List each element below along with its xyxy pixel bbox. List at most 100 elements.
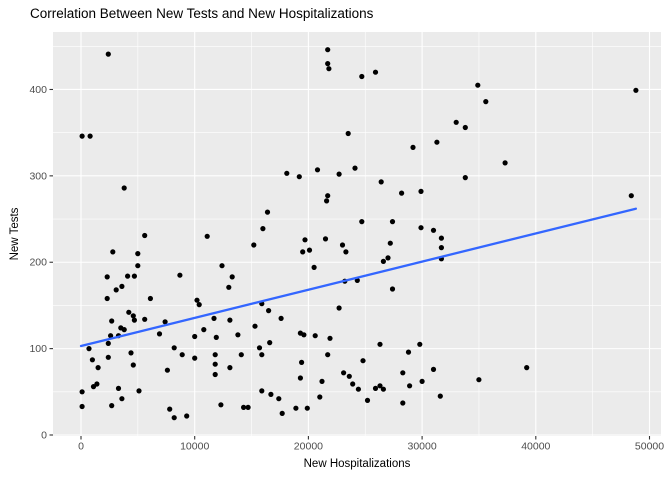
data-point [135, 263, 141, 269]
data-point [524, 365, 530, 371]
data-point [135, 251, 141, 257]
data-point [372, 385, 379, 391]
data-point [297, 375, 303, 381]
data-point [115, 385, 122, 391]
y-tick-label: 400 [29, 84, 47, 96]
data-point [212, 352, 218, 358]
data-point [162, 319, 168, 325]
data-point [95, 365, 101, 371]
data-point [196, 302, 202, 308]
data-point [419, 378, 425, 384]
data-point [119, 283, 125, 289]
data-point [300, 249, 306, 255]
data-point [89, 357, 95, 363]
data-point [130, 313, 136, 319]
data-point [322, 236, 329, 242]
data-point [142, 232, 148, 239]
data-point [245, 404, 251, 410]
data-point [201, 327, 207, 333]
data-point [399, 190, 405, 196]
data-point [267, 340, 273, 346]
data-point [336, 171, 342, 177]
data-point [179, 352, 185, 358]
data-point [628, 193, 634, 199]
data-point [325, 61, 331, 67]
data-point [211, 315, 217, 321]
data-point [377, 383, 383, 389]
data-point [355, 386, 361, 392]
data-point [389, 219, 396, 225]
data-point [343, 249, 349, 255]
data-point [167, 406, 173, 412]
data-point [359, 73, 365, 80]
data-point [204, 233, 210, 239]
data-point [418, 225, 424, 231]
data-point [218, 402, 224, 408]
plot-title: Correlation Between New Tests and New Ho… [30, 6, 374, 21]
data-point [105, 340, 111, 346]
data-point [296, 174, 302, 180]
data-point [327, 335, 333, 341]
data-point [136, 388, 142, 394]
x-axis-title: New Hospitalizations [303, 458, 411, 470]
data-point [130, 362, 136, 368]
data-point [229, 274, 235, 280]
data-point [276, 396, 282, 402]
data-point [104, 295, 110, 302]
data-point [119, 396, 125, 402]
data-point [410, 144, 416, 150]
y-axis-title: New Tests [9, 207, 21, 261]
data-point [105, 354, 111, 360]
data-point [293, 405, 299, 411]
data-point [260, 226, 266, 232]
data-point [79, 403, 85, 410]
data-point [352, 165, 358, 171]
data-point [319, 378, 325, 384]
data-point [476, 377, 482, 383]
data-point [385, 255, 391, 261]
data-point [346, 373, 352, 379]
data-point [417, 341, 423, 347]
data-point [483, 99, 489, 105]
y-tick-label: 0 [41, 430, 47, 442]
data-point [184, 413, 190, 419]
x-tick-label: 10000 [180, 441, 209, 453]
data-point [311, 264, 317, 270]
data-point [438, 245, 444, 251]
data-point [418, 188, 424, 194]
x-tick-label: 0 [78, 441, 84, 453]
data-point [238, 352, 244, 358]
data-point [194, 297, 200, 303]
data-point [380, 386, 386, 392]
data-point [380, 258, 386, 264]
data-point [125, 273, 131, 279]
data-point [251, 242, 257, 248]
data-point [266, 308, 272, 314]
data-point [341, 370, 347, 376]
data-point [256, 345, 263, 351]
data-point [430, 227, 437, 233]
data-point [259, 388, 265, 394]
data-point [171, 415, 177, 421]
data-point [278, 315, 284, 321]
data-point [350, 381, 356, 387]
data-point [462, 124, 468, 131]
data-point [400, 370, 406, 376]
data-point [633, 87, 639, 93]
trend-line [79, 207, 638, 348]
data-point [131, 317, 137, 323]
data-point [90, 384, 97, 390]
data-point [359, 219, 365, 225]
data-point [301, 332, 307, 338]
data-point [235, 332, 241, 338]
data-point [430, 366, 437, 372]
data-point [312, 333, 318, 339]
data-point [405, 349, 412, 355]
data-point [177, 272, 183, 278]
data-point [241, 404, 247, 410]
data-point [377, 341, 383, 347]
data-point [226, 284, 232, 290]
y-tick-label: 100 [29, 343, 47, 355]
data-point [212, 361, 218, 367]
